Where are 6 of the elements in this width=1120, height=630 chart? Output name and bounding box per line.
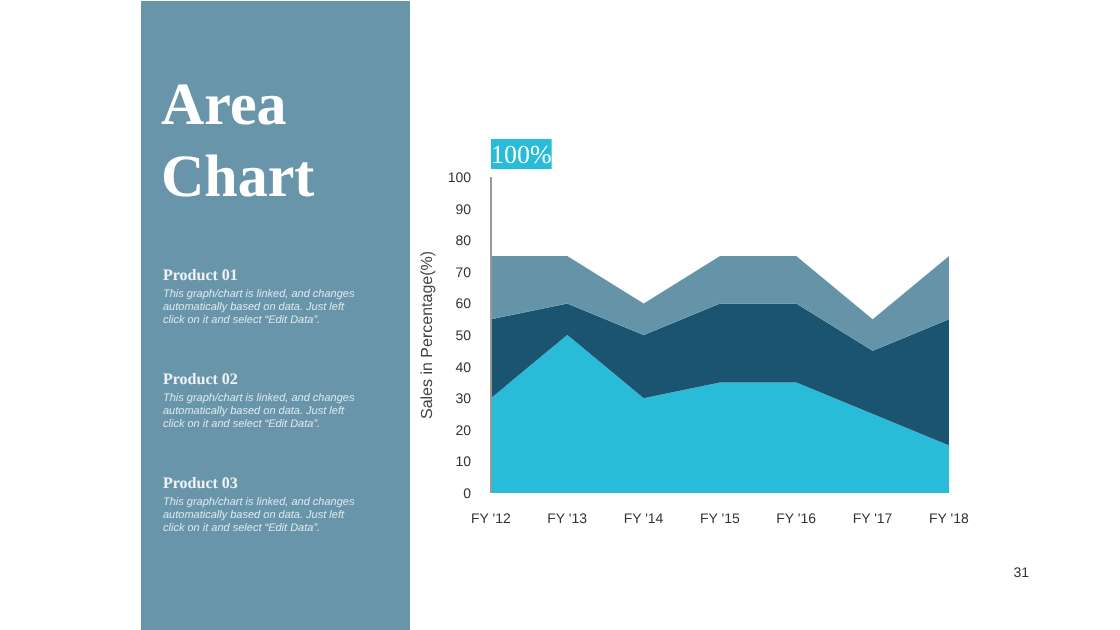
text: 100% <box>491 139 552 169</box>
chart-title: Area Chart <box>161 72 315 210</box>
text: Product 01 <box>163 266 238 284</box>
text: Product 03 <box>163 474 238 492</box>
y-axis-title: Sales in Percentage(%) <box>417 250 436 420</box>
text: Product 02 <box>163 370 238 388</box>
